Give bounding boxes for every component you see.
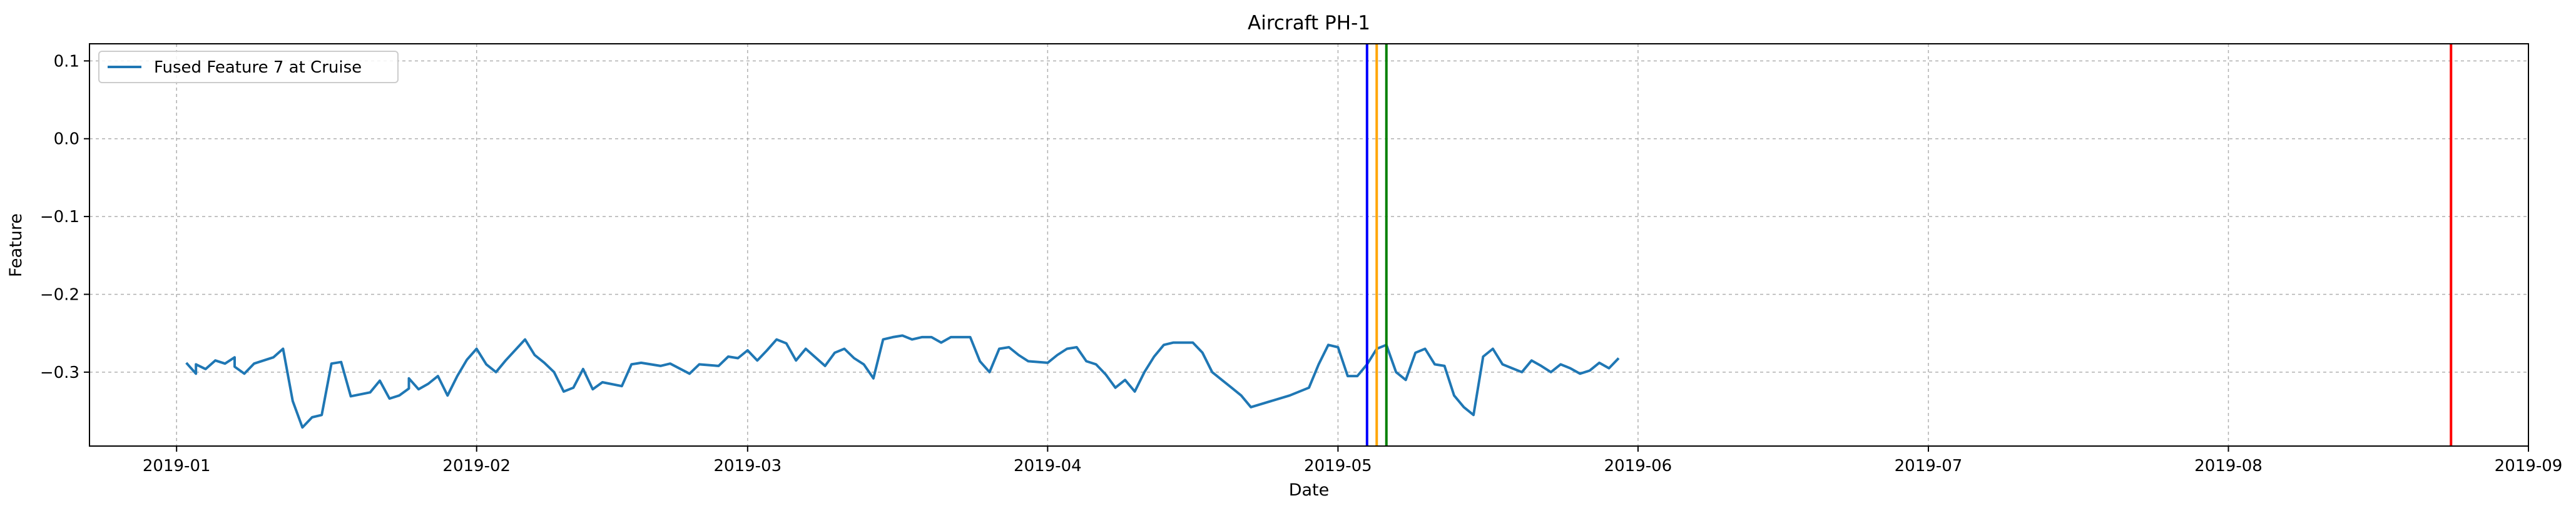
x-tick-label: 2019-04	[1014, 457, 1082, 475]
y-tick-label: −0.3	[40, 363, 79, 382]
x-tick-label: 2019-01	[143, 457, 211, 475]
x-tick-label: 2019-05	[1304, 457, 1372, 475]
x-tick-label: 2019-03	[714, 457, 782, 475]
plot-area-frame	[89, 43, 2529, 447]
x-tick-label: 2019-09	[2495, 457, 2563, 475]
vline-layer	[1365, 44, 2453, 446]
x-tick-label: 2019-06	[1604, 457, 1672, 475]
x-tick-label: 2019-02	[442, 457, 511, 475]
x-axis-label: Date	[1289, 480, 1330, 500]
series-layer	[185, 334, 1620, 429]
y-tick-label: 0.0	[54, 130, 79, 149]
legend: Fused Feature 7 at Cruise	[98, 51, 399, 83]
x-tick-label: 2019-08	[2194, 457, 2263, 475]
series-line	[185, 334, 1620, 429]
y-tick-label: 0.1	[54, 52, 79, 71]
y-axis-label: Feature	[6, 213, 26, 277]
y-tick-label: −0.1	[40, 208, 79, 226]
chart-title: Aircraft PH-1	[1248, 12, 1370, 34]
legend-label: Fused Feature 7 at Cruise	[154, 58, 362, 77]
legend-box	[98, 51, 399, 83]
y-tick-label: −0.2	[40, 285, 79, 304]
x-axis: 2019-01 2019-02 2019-03 2019-04 2019-05 2019-…	[143, 446, 2562, 475]
x-tick-label: 2019-07	[1895, 457, 1963, 475]
y-axis: −0.3 −0.2 −0.1 0.0 0.1	[40, 52, 89, 382]
